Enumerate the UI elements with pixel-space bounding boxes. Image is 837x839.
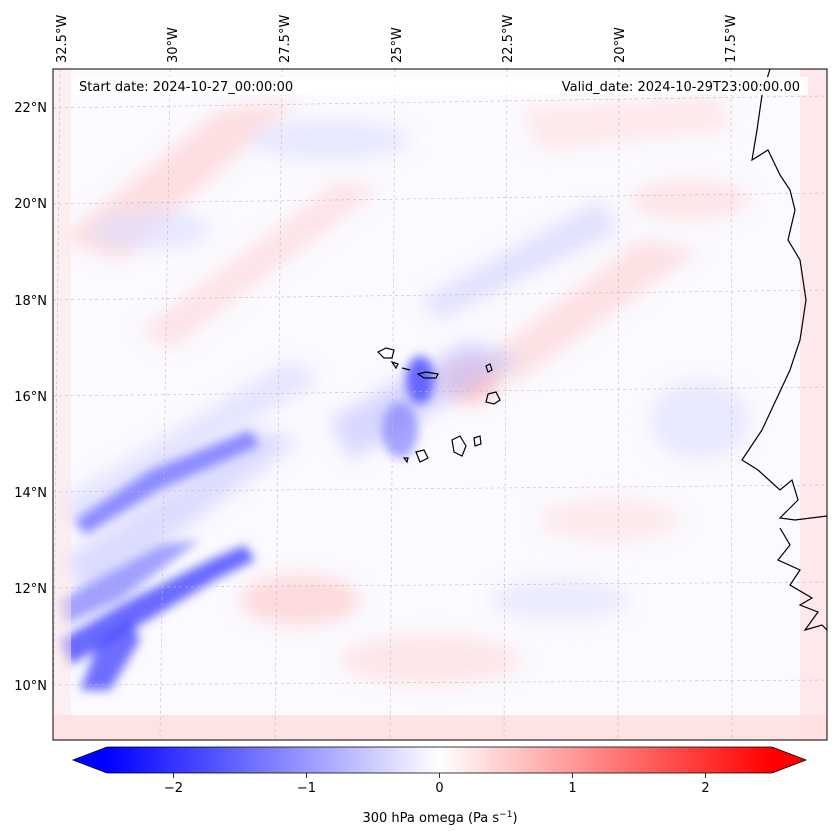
lon-label: 25°W	[390, 27, 405, 63]
coastline	[376, 69, 827, 632]
colorbar-tick-label: 0	[435, 781, 443, 796]
colorbar-extend-min	[73, 747, 107, 773]
colorbar-tick-label: 2	[701, 781, 709, 796]
lat-label: 14°N	[14, 486, 47, 501]
colorbar-extend-max	[772, 747, 806, 773]
lat-label: 12°N	[14, 582, 47, 597]
colorbar: −2 −1 0 1 2 300 hPa omega (Pa s−1)	[71, 746, 808, 826]
lon-label: 30°W	[166, 27, 181, 63]
lon-label: 32.5°W	[55, 15, 70, 63]
colorbar-gradient	[107, 747, 772, 773]
start-date-text: Start date: 2024-10-27_00:00:00	[79, 80, 293, 95]
lat-label: 18°N	[14, 294, 47, 309]
map-frame	[52, 68, 828, 741]
info-bar	[72, 77, 808, 95]
lat-label: 22°N	[14, 101, 47, 116]
lat-label: 10°N	[14, 679, 47, 694]
lon-label: 27.5°W	[278, 15, 293, 63]
colorbar-label: 300 hPa omega (Pa s−1)	[362, 810, 517, 826]
omega-field	[53, 69, 827, 740]
colorbar-tick-label: 1	[568, 781, 576, 796]
colorbar-ticks: −2 −1 0 1 2	[164, 773, 710, 796]
latitude-labels: 22°N 20°N 18°N 16°N 14°N 12°N 10°N	[14, 101, 47, 694]
lon-label: 22.5°W	[501, 15, 516, 63]
lon-label: 20°W	[613, 27, 628, 63]
lon-label: 17.5°W	[724, 15, 739, 63]
colorbar-outline	[71, 746, 808, 774]
valid-date-text: Valid_date: 2024-10-29T23:00:00.00	[562, 80, 800, 95]
lat-label: 16°N	[14, 390, 47, 405]
longitude-labels: 32.5°W 30°W 27.5°W 25°W 22.5°W 20°W 17.5…	[55, 15, 739, 63]
lat-label: 20°N	[14, 197, 47, 212]
colorbar-tick-label: −1	[297, 781, 316, 796]
colorbar-tick-label: −2	[164, 781, 183, 796]
